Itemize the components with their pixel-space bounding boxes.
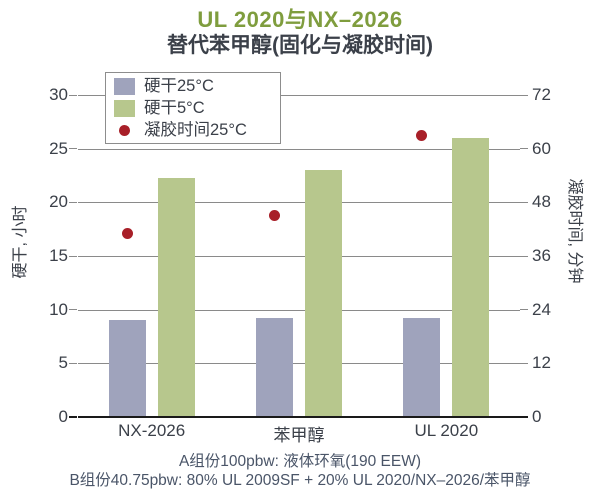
left-tick-mark xyxy=(69,362,77,364)
bar-hard-dry-5c xyxy=(157,177,195,417)
gel-time-dot-icon xyxy=(119,124,130,136)
legend-swatch-hard-dry-5c xyxy=(114,99,135,117)
left-axis-tick-label: 15 xyxy=(49,246,68,265)
legend-swatch-gel-time xyxy=(114,122,135,139)
right-axis-tick-label: 12 xyxy=(532,353,551,373)
legend-item-label: 硬干25°C xyxy=(144,76,214,95)
bar-hard-dry-25c xyxy=(256,318,293,417)
right-tick-mark xyxy=(520,362,528,364)
legend-item-label: 凝胶时间25°C xyxy=(144,120,247,139)
right-tick-mark xyxy=(520,148,528,150)
left-axis-tick-label: 30 xyxy=(49,85,68,104)
gel-time-point xyxy=(121,228,133,240)
gel-time-point xyxy=(416,129,428,141)
legend: 硬干25°C 硬干5°C 凝胶时间25°C xyxy=(105,72,281,144)
bar-hard-dry-5c xyxy=(452,137,490,417)
left-axis-tick-label: 10 xyxy=(49,299,68,319)
gridline xyxy=(78,202,520,204)
legend-item: 凝胶时间25°C xyxy=(114,122,280,139)
x-axis-category-label: 苯甲醇 xyxy=(273,426,325,445)
chart-title-line1: UL 2020与NX–2026 xyxy=(197,7,403,32)
left-axis-tick-label: 0 xyxy=(58,407,68,426)
left-tick-mark xyxy=(69,201,77,203)
left-tick-mark xyxy=(69,416,77,418)
x-axis-category-label: NX-2026 xyxy=(118,421,186,440)
x-axis-category-label: UL 2020 xyxy=(414,421,479,440)
right-axis-tick-label: 0 xyxy=(532,407,542,426)
right-axis-tick-label: 60 xyxy=(532,138,551,158)
footnote-line2: B组份40.75pbw: 80% UL 2009SF + 20% UL 2020… xyxy=(69,472,531,489)
gridline xyxy=(78,95,520,96)
chart-title-line2: 替代苯甲醇(固化与凝胶时间) xyxy=(167,34,433,57)
right-axis-tick-label: 72 xyxy=(532,85,551,104)
left-axis-tick-label: 5 xyxy=(58,353,68,373)
legend-item: 硬干25°C xyxy=(114,76,280,95)
gridline xyxy=(78,148,520,150)
left-tick-mark xyxy=(69,94,77,96)
right-tick-mark xyxy=(520,255,528,257)
right-axis-tick-label: 24 xyxy=(532,299,551,319)
right-axis-tick-label: 36 xyxy=(532,246,551,265)
bar-hard-dry-5c xyxy=(305,170,342,417)
gridline xyxy=(78,363,520,365)
legend-item: 硬干5°C xyxy=(114,98,280,117)
left-axis-title: 硬干, 小时 xyxy=(12,205,29,279)
bar-hard-dry-25c xyxy=(108,320,146,417)
right-tick-mark xyxy=(520,416,528,418)
gridline xyxy=(78,256,520,257)
legend-item-label: 硬干5°C xyxy=(144,98,205,117)
left-tick-mark xyxy=(69,309,77,311)
footnote-line1: A组份100pbw: 液体环氧(190 EEW) xyxy=(178,453,422,470)
plot-area xyxy=(78,95,520,418)
left-axis-tick-label: 20 xyxy=(49,192,68,212)
right-tick-mark xyxy=(520,94,528,96)
gridline xyxy=(78,309,520,311)
legend-swatch-hard-dry-25c xyxy=(114,77,135,95)
bar-hard-dry-25c xyxy=(403,318,441,417)
left-tick-mark xyxy=(69,255,77,257)
x-axis-line xyxy=(78,415,520,418)
left-axis-tick-label: 25 xyxy=(49,138,68,158)
right-axis-tick-label: 48 xyxy=(532,192,551,212)
gel-time-point xyxy=(269,210,280,222)
left-tick-mark xyxy=(69,148,77,150)
right-tick-mark xyxy=(520,201,528,203)
right-tick-mark xyxy=(520,309,528,311)
